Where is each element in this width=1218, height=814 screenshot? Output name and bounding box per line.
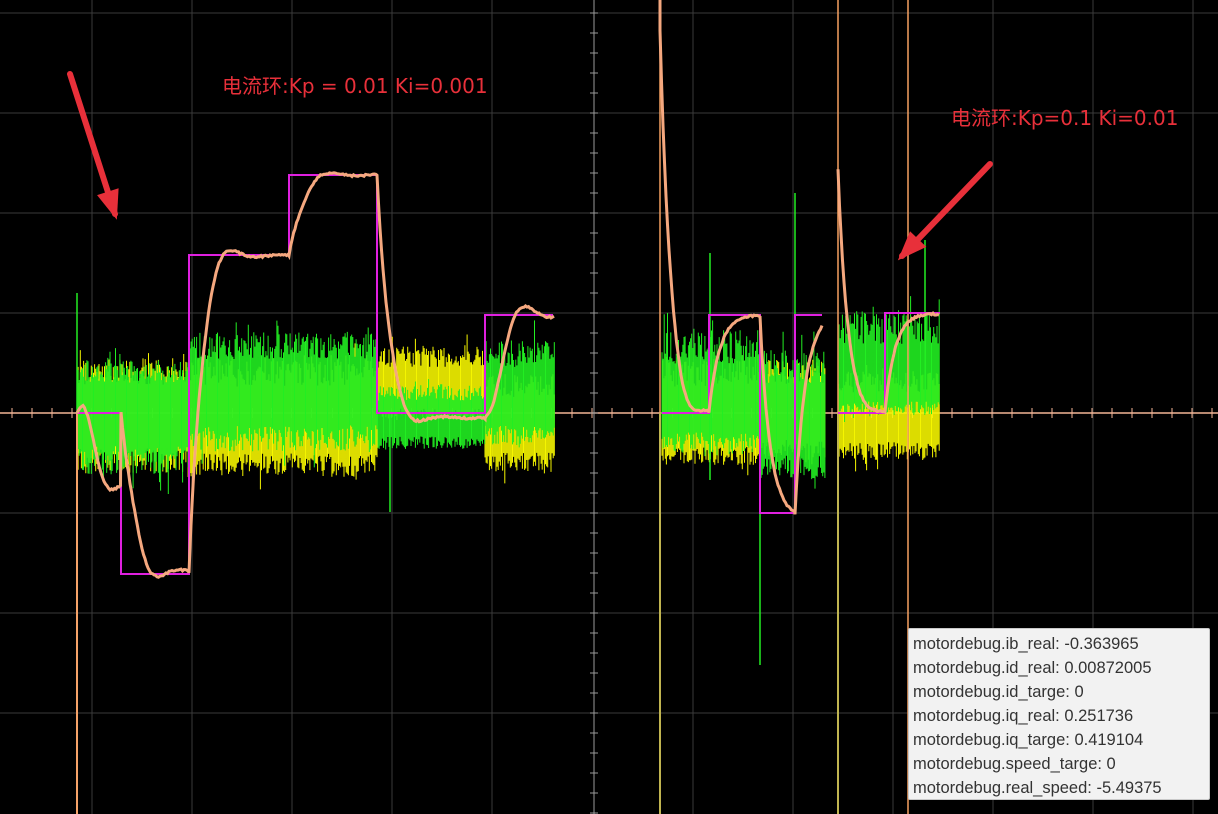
- iq-response-trace: [75, 0, 940, 579]
- arrow-icon: [897, 161, 993, 261]
- readout-speed-targe: motordebug.speed_targe: 0: [913, 755, 1116, 773]
- arrow-icon: [67, 71, 119, 220]
- iq-target-trace: [77, 174, 940, 575]
- value-readout-panel: motordebug.ib_real: -0.363965 motordebug…: [908, 628, 1210, 800]
- current-noise-traces: [76, 193, 940, 814]
- annotation-right: 电流环:Kp=0.1 Ki=0.01: [951, 106, 1179, 130]
- readout-iq-real: motordebug.iq_real: 0.251736: [913, 707, 1134, 725]
- readout-ib-real: motordebug.ib_real: -0.363965: [913, 635, 1139, 653]
- annotation-arrows: [67, 71, 993, 261]
- readout-iq-targe: motordebug.iq_targe: 0.419104: [913, 731, 1144, 749]
- readout-real-speed: motordebug.real_speed: -5.49375: [913, 779, 1162, 797]
- arrow-shaft: [67, 71, 118, 217]
- annotation-left: 电流环:Kp = 0.01 Ki=0.001: [222, 74, 488, 98]
- arrow-head: [897, 231, 927, 261]
- readout-id-targe: motordebug.id_targe: 0: [913, 683, 1084, 701]
- readout-id-real: motordebug.id_real: 0.00872005: [913, 659, 1152, 677]
- arrow-head: [97, 188, 119, 220]
